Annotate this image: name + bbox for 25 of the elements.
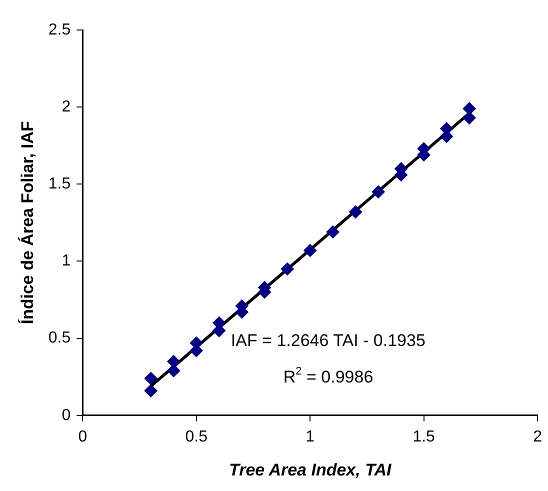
point [326,225,340,238]
point [280,262,294,276]
point [167,354,180,368]
y-axis-title: Índice de Área Foliar, IAF [16,121,37,324]
annotation: IAF = 1.2646 TAI - 0.1935 [230,331,426,350]
y-tick-label: 0.5 [48,330,71,347]
y-tick-label: 2 [62,98,71,116]
x-tick-label: 0.5 [185,428,208,446]
y-tick-label: 1.5 [48,176,71,193]
y-tick-label: 0 [62,406,71,424]
point [167,364,180,378]
x-tick-label: 2 [533,428,542,446]
x-axis-title: Tree Area Index, TAI [228,460,392,480]
x-tick-label: 1 [306,428,315,446]
point [144,372,158,385]
x-tick-label: 0 [78,428,88,446]
point [144,384,158,398]
point [372,185,385,198]
point [349,205,362,218]
point [462,111,476,124]
point [304,244,317,257]
y-tick-label: 2.5 [48,21,71,38]
x-tick-label: 1.5 [412,428,436,446]
point [462,102,476,116]
y-tick-label: 1 [62,252,71,270]
